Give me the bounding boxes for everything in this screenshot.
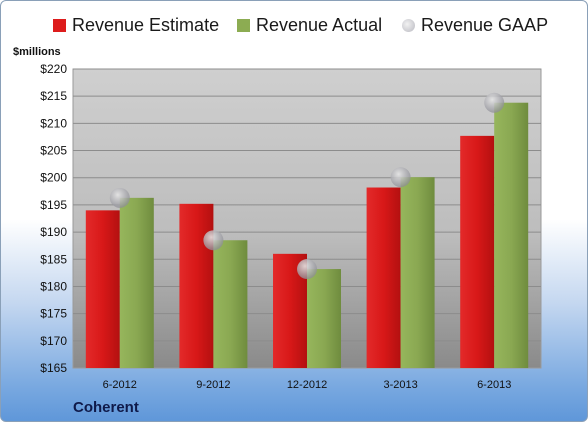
x-tick-label: 3-2013: [383, 379, 417, 391]
point-revenue-gaap: [109, 187, 130, 208]
y-tick-label: $200: [40, 171, 67, 185]
y-tick-label: $175: [40, 307, 67, 321]
legend-label-estimate: Revenue Estimate: [72, 15, 220, 35]
y-tick-label: $165: [40, 361, 67, 375]
y-tick-label: $220: [40, 62, 67, 76]
x-tick-label: 9-2012: [196, 379, 230, 391]
bar-revenue-estimate: [460, 135, 495, 368]
y-tick-label: $215: [40, 89, 67, 103]
point-revenue-gaap: [484, 92, 505, 113]
legend-item-gaap: Revenue GAAP: [402, 15, 548, 36]
y-tick-label: $210: [40, 116, 67, 130]
y-tick-label: $195: [40, 198, 67, 212]
bar-revenue-actual: [494, 102, 529, 369]
point-revenue-gaap: [203, 230, 224, 251]
x-tick-label: 12-2012: [287, 379, 327, 391]
y-tick-label: $185: [40, 252, 67, 266]
y-tick-label: $190: [40, 225, 67, 239]
bar-revenue-actual: [307, 269, 341, 368]
legend-swatch-actual: [237, 19, 250, 32]
legend: Revenue Estimate Revenue Actual Revenue …: [1, 15, 587, 41]
y-tick-label: $205: [40, 144, 67, 158]
x-tick-label: 6-2012: [103, 379, 137, 391]
point-revenue-gaap: [390, 167, 411, 188]
bar-revenue-actual: [400, 177, 435, 368]
y-tick-label: $170: [40, 334, 67, 348]
legend-item-actual: Revenue Actual: [237, 15, 382, 36]
point-revenue-gaap: [297, 259, 317, 280]
bar-revenue-estimate: [85, 210, 120, 368]
legend-label-actual: Revenue Actual: [256, 15, 383, 35]
legend-swatch-gaap: [402, 19, 415, 32]
company-name: Coherent: [73, 399, 139, 416]
bar-revenue-estimate: [179, 203, 214, 368]
x-tick-label: 6-2013: [477, 379, 511, 391]
legend-swatch-estimate: [53, 19, 66, 32]
bar-revenue-estimate: [366, 187, 401, 368]
bar-revenue-actual: [119, 197, 154, 368]
bar-revenue-actual: [213, 240, 248, 368]
legend-label-gaap: Revenue GAAP: [421, 15, 549, 35]
y-tick-label: $180: [40, 279, 67, 293]
y-axis-unit-label: $millions: [13, 46, 61, 58]
legend-item-estimate: Revenue Estimate: [53, 15, 219, 36]
